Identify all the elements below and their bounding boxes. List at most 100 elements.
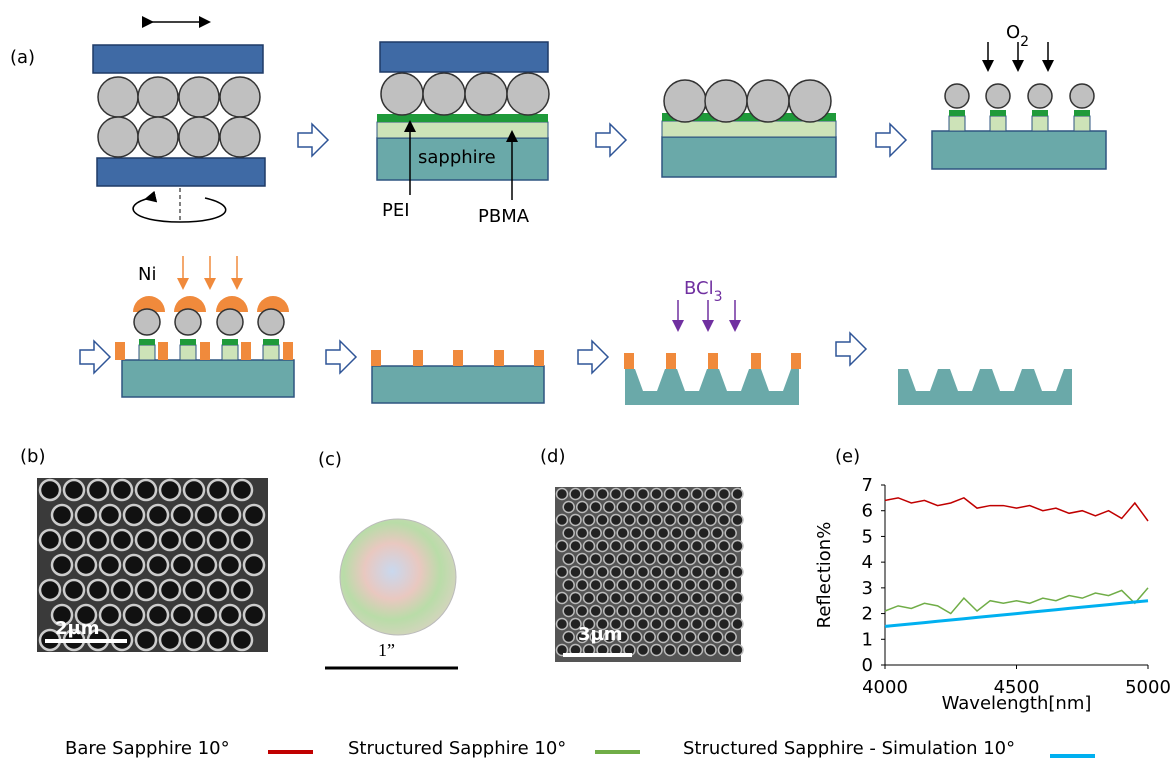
pit [692,567,703,578]
sphere [986,84,1010,108]
plate [380,42,548,72]
pore [88,530,108,550]
y-tick-label: 1 [862,629,873,650]
y-tick-label: 5 [862,526,873,547]
pit [604,528,615,539]
pit [624,515,635,526]
pit [557,567,568,578]
label: PEI [382,200,410,221]
pit [651,515,662,526]
pit [658,554,669,565]
pit [570,489,581,500]
sphere [134,309,160,335]
pore [184,580,204,600]
pbma-layer [377,122,548,138]
pit [678,567,689,578]
y-axis-title: Reflection% [814,522,835,629]
sphere [747,80,789,122]
y-tick-label: 6 [862,501,873,522]
pore [196,605,216,625]
pore [64,580,84,600]
pit [584,515,595,526]
ni-dot [158,342,168,360]
pit [557,515,568,526]
pei-layer [222,339,238,345]
pit [644,606,655,617]
pit [644,580,655,591]
pore [88,480,108,500]
ni-dot [791,353,801,369]
flow-arrow [836,333,866,365]
pit [638,515,649,526]
ni-dot [624,353,634,369]
pit [638,489,649,500]
pit [665,489,676,500]
pore [244,605,264,625]
x-axis-title: Wavelength[nm] [942,693,1092,714]
pit [671,606,682,617]
pit [705,541,716,552]
sphere [220,77,260,117]
pit [678,515,689,526]
pit [651,541,662,552]
pore [124,505,144,525]
pore [136,580,156,600]
pit [692,619,703,630]
pit [617,606,628,617]
sphere [217,309,243,335]
pit [678,645,689,656]
pit [577,580,588,591]
pit [651,593,662,604]
pore [208,630,228,650]
pit [624,593,635,604]
pore [112,480,132,500]
pit [692,645,703,656]
pit [557,619,568,630]
pit [712,632,723,643]
pit [665,541,676,552]
pit [732,593,743,604]
pit [719,541,730,552]
pore [136,480,156,500]
pit [665,567,676,578]
ni-dot [413,350,423,366]
pit [644,502,655,513]
pit [597,489,608,500]
pit [651,619,662,630]
scale-label: 3µm [578,624,623,645]
pit [665,593,676,604]
scale-label: 2µm [55,618,100,639]
pei-layer [949,110,965,116]
pit [611,515,622,526]
pit [611,489,622,500]
pit [665,515,676,526]
pit [658,580,669,591]
pit [624,489,635,500]
pit [563,606,574,617]
pit [631,580,642,591]
pit [692,541,703,552]
pit [563,554,574,565]
sphere [138,77,178,117]
pit [732,645,743,656]
pore [88,580,108,600]
ni-dot [115,342,125,360]
sphere [138,117,178,157]
pore [76,555,96,575]
pore [136,530,156,550]
pit [732,489,743,500]
scale-label: 1” [378,640,395,660]
pit [712,554,723,565]
process-diagram: (a) sapphire PEI PBMA O2 Ni BCl3 [10,22,1106,405]
pit [638,541,649,552]
pit [651,645,662,656]
pit [597,593,608,604]
panel-label: (b) [20,446,45,467]
pit [624,619,635,630]
pit [732,515,743,526]
pit [624,567,635,578]
pore [124,605,144,625]
pillar [180,345,196,360]
y-tick-label: 0 [862,655,873,676]
pit [644,554,655,565]
